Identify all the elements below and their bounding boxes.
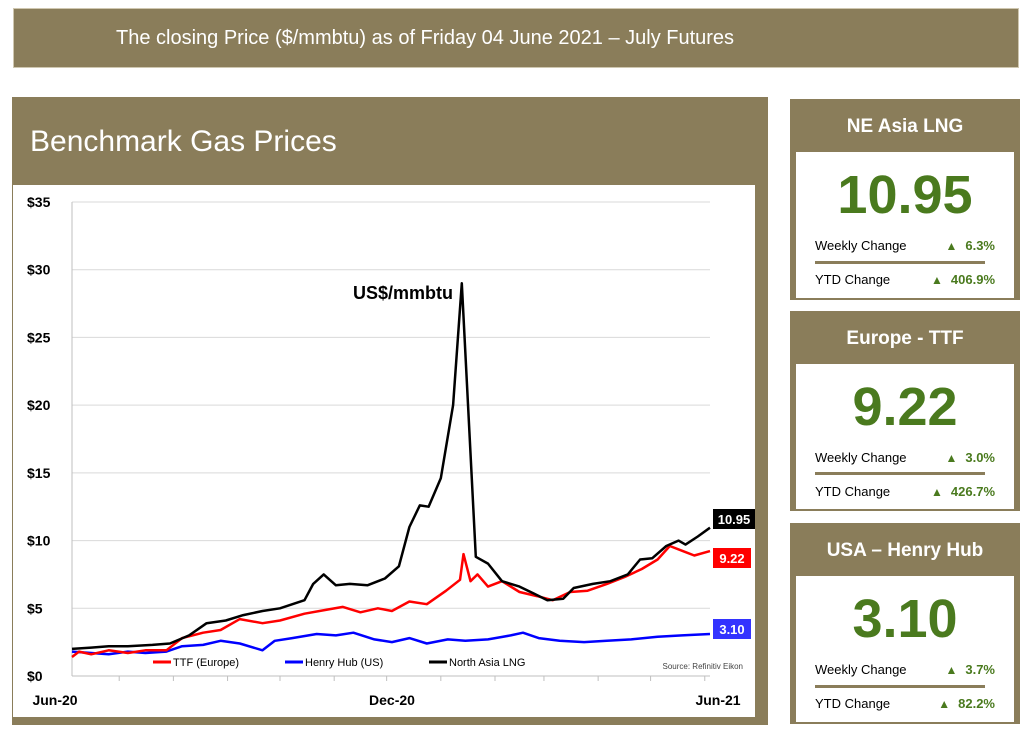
weekly-change-label: Weekly Change (815, 238, 907, 253)
card-price: 3.10 (852, 589, 958, 649)
y-tick-label: $10 (27, 533, 51, 549)
separator (815, 261, 985, 264)
benchmark-gas-chart: $0 $5 $10 $15 $20 $25 $30 $35 Jun-20 Dec-20 Jun-21… (27, 194, 755, 708)
legend-label: North Asia LNG (449, 657, 525, 669)
triangle-up-icon: ▲ (945, 451, 958, 465)
y-tick-label: $0 (27, 668, 43, 684)
legend-label: TTF (Europe) (173, 657, 239, 669)
ytd-change-value: 82.2% (958, 696, 995, 711)
x-tick-label: Jun-21 (695, 692, 740, 708)
y-tick-label: $20 (27, 397, 51, 413)
panel-title: Benchmark Gas Prices (30, 125, 337, 158)
weekly-change-value: 3.7% (965, 662, 995, 677)
triangle-up-icon: ▲ (938, 697, 951, 711)
ytd-change-value: 426.7% (950, 484, 995, 499)
card-price: 9.22 (852, 377, 958, 437)
ytd-change-label: YTD Change (815, 272, 891, 287)
end-value-label: 10.95 (718, 512, 751, 527)
end-value-box (713, 548, 751, 568)
end-value-label: 9.22 (719, 551, 744, 566)
unit-annotation: US$/mmbtu (353, 283, 453, 303)
header-banner: The closing Price ($/mmbtu) as of Friday… (13, 8, 1019, 68)
card-body: 3.10 Weekly Change ▲ 3.7% YTD Change ▲ 82.… (796, 576, 1014, 722)
card-usa-henry-hub: USA – Henry Hub 3.10 Weekly Change ▲ 3.7%… (790, 523, 1020, 724)
card-body: 10.95 Weekly Change ▲ 6.3% YTD Change ▲ 40… (796, 152, 1014, 298)
chart-area: $0 $5 $10 $15 $20 $25 $30 $35 Jun-20 Dec-20 Jun-21… (13, 185, 755, 717)
ytd-change-label: YTD Change (815, 696, 891, 711)
y-tick-label: $15 (27, 465, 51, 481)
y-tick-label: $35 (27, 194, 51, 210)
triangle-up-icon: ▲ (931, 485, 943, 499)
separator (815, 685, 985, 688)
weekly-change-label: Weekly Change (815, 450, 907, 465)
card-europe-ttf: Europe - TTF 9.22 Weekly Change ▲ 3.0% YT… (790, 311, 1020, 511)
y-tick-label: $25 (27, 329, 51, 345)
card-title: Europe - TTF (846, 328, 964, 349)
card-body: 9.22 Weekly Change ▲ 3.0% YTD Change ▲ 426… (796, 364, 1014, 509)
banner-text: The closing Price ($/mmbtu) as of Friday… (116, 27, 735, 49)
x-tick-label: Dec-20 (369, 692, 415, 708)
x-tick-label: Jun-20 (32, 692, 77, 708)
legend-label: Henry Hub (US) (305, 657, 383, 669)
series-line-ttf-europe (71, 544, 711, 658)
end-value-box (713, 509, 755, 529)
card-ne-asia-lng: NE Asia LNG 10.95 Weekly Change ▲ 6.3% YT… (790, 99, 1020, 300)
triangle-up-icon: ▲ (931, 273, 943, 287)
triangle-up-icon: ▲ (945, 663, 958, 677)
ytd-change-value: 406.9% (950, 272, 995, 287)
weekly-change-label: Weekly Change (815, 662, 907, 677)
y-tick-label: $30 (27, 262, 51, 278)
end-value-label: 3.10 (719, 622, 744, 637)
y-tick-label: $5 (27, 600, 43, 616)
card-price: 10.95 (837, 165, 973, 225)
source-note: Source: Refinitiv Eikon (663, 662, 743, 671)
triangle-up-icon: ▲ (945, 239, 958, 253)
benchmark-panel: Benchmark Gas Prices $0 $5 $10 $15 $20 $25 $30… (12, 97, 768, 725)
card-title: USA – Henry Hub (826, 540, 984, 561)
ytd-change-label: YTD Change (815, 484, 891, 499)
card-title: NE Asia LNG (846, 116, 964, 137)
weekly-change-value: 6.3% (965, 238, 995, 253)
series-line-north-asia-lng (71, 282, 711, 651)
end-value-box (713, 619, 751, 639)
series-line-henry-hub-us (71, 631, 711, 656)
weekly-change-value: 3.0% (965, 450, 995, 465)
separator (815, 472, 985, 475)
